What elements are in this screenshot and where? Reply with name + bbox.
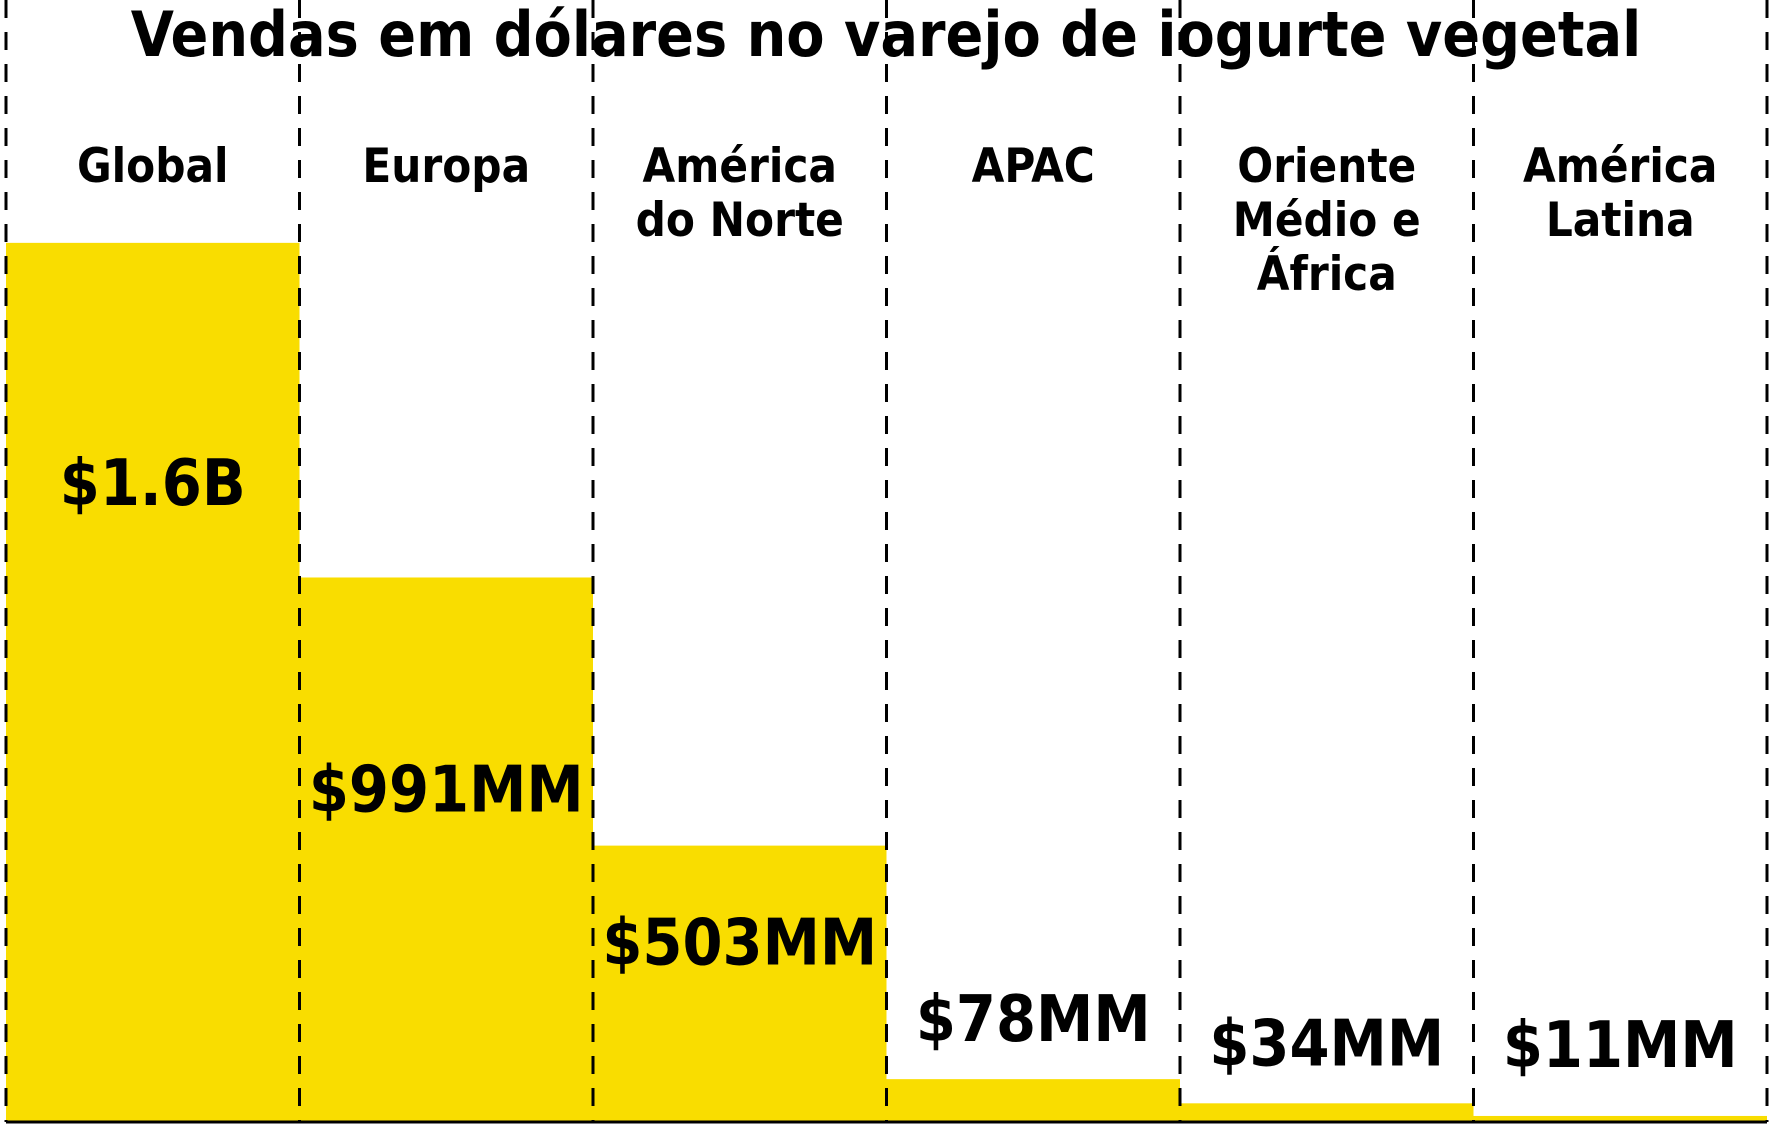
category-label: Oriente Médio e África [1233, 139, 1421, 302]
data-label: $34MM [1209, 1007, 1444, 1081]
bar [299, 577, 593, 1122]
category-label: Europa [362, 139, 530, 194]
value-labels: $1.6B $991MM $503MM $78MM $34MM $11MM [60, 447, 1738, 1083]
bar [1473, 1115, 1767, 1122]
data-label: $503MM [602, 906, 877, 980]
chart-title: Vendas em dólares no varejo de iogurte v… [131, 0, 1642, 71]
bar [886, 1079, 1180, 1122]
bars-layer [6, 242, 1767, 1122]
data-label: $11MM [1503, 1009, 1738, 1083]
data-label: $78MM [916, 983, 1151, 1057]
bar [593, 845, 887, 1122]
category-label: APAC [972, 139, 1095, 194]
bar [1180, 1103, 1474, 1122]
bar [6, 242, 300, 1122]
data-label: $1.6B [60, 447, 246, 521]
category-labels: Global Europa América do Norte APAC Oriente Mé… [77, 139, 1717, 302]
data-label: $991MM [309, 754, 584, 828]
dividers-layer [4, 0, 1769, 1122]
category-label: América do Norte [636, 139, 844, 248]
category-label: América Latina [1523, 139, 1717, 248]
category-label: Global [77, 139, 229, 194]
